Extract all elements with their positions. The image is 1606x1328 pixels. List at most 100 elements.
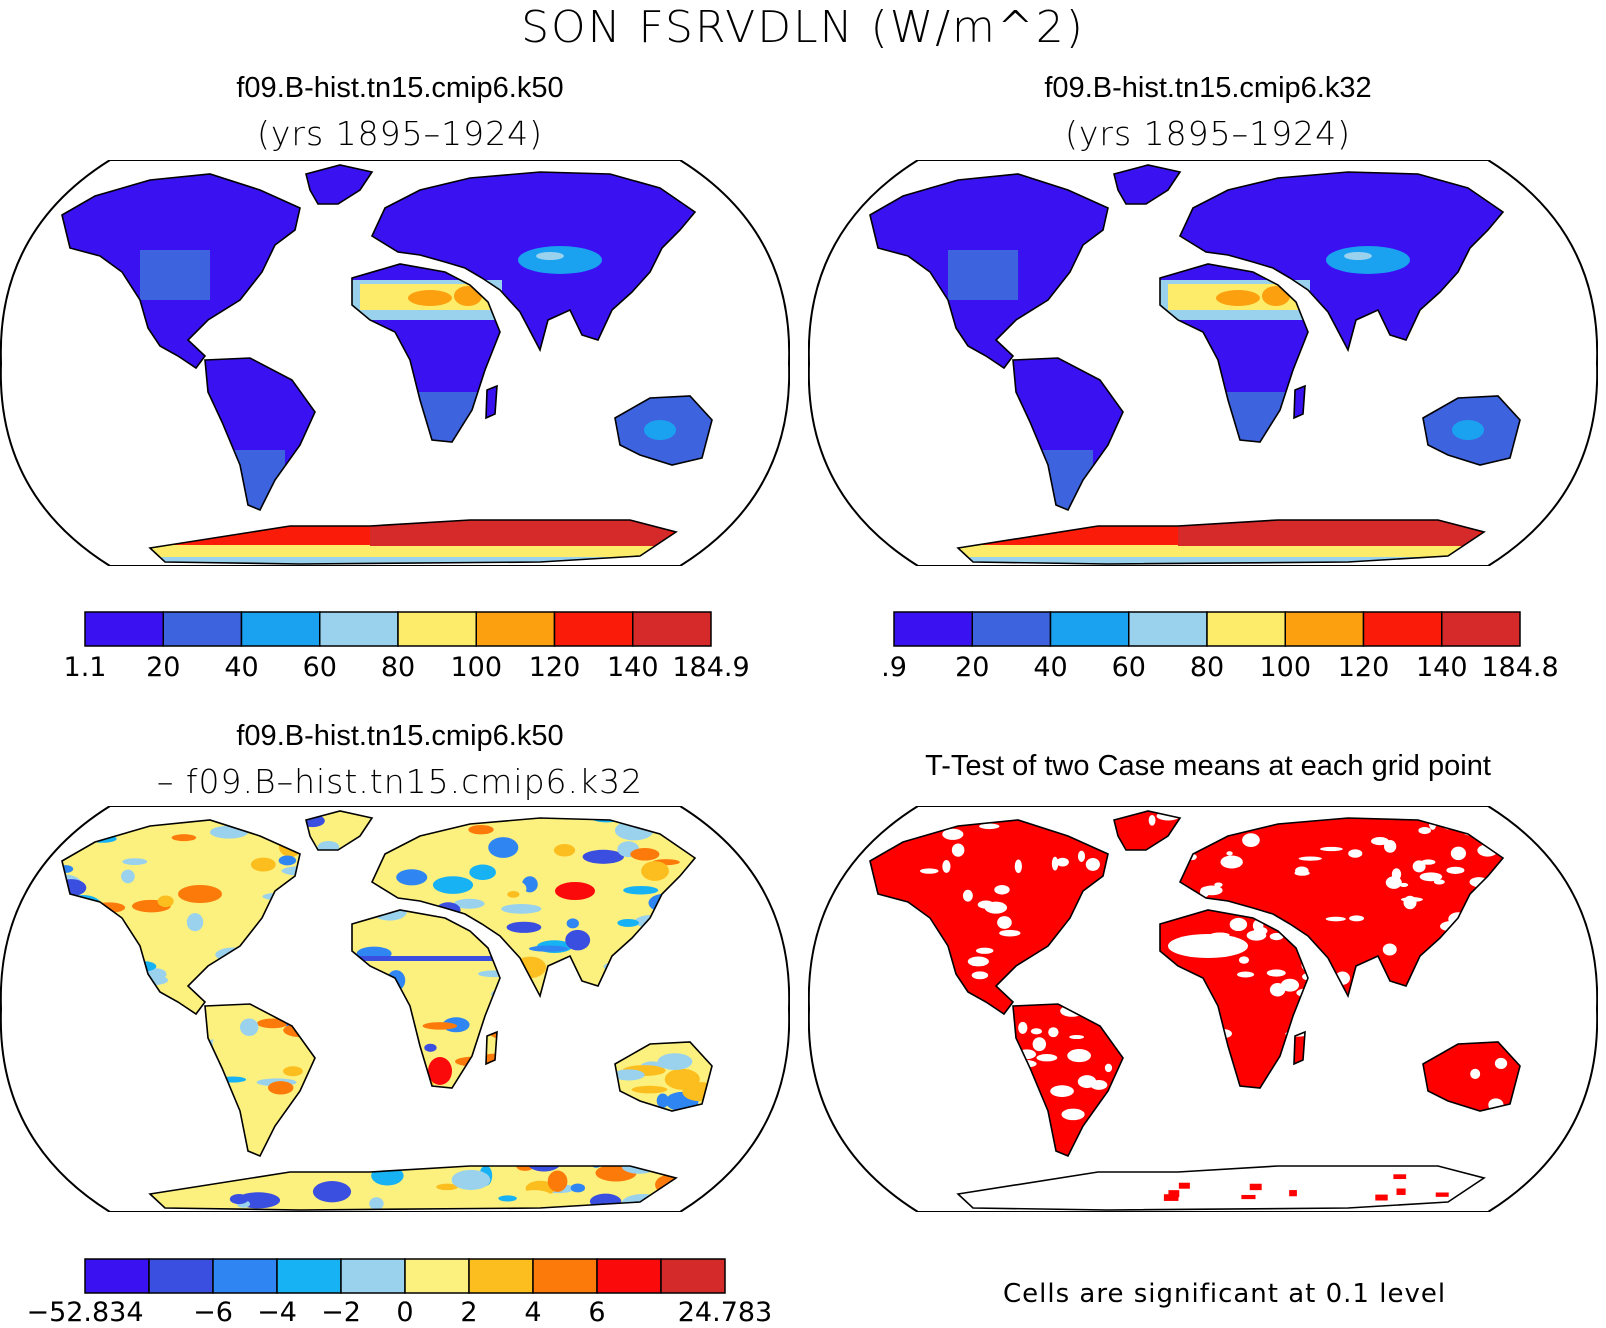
antarctic-sig-cell	[1393, 1174, 1407, 1180]
white-cell	[1320, 846, 1343, 852]
white-cell	[1110, 1113, 1133, 1119]
zone-tibet	[1326, 246, 1410, 274]
white-cell	[984, 901, 1008, 914]
white-cell	[967, 956, 989, 967]
colorbar-tick-label: 40	[1033, 652, 1068, 683]
zone-arabia	[1262, 286, 1290, 306]
anomaly-blob	[483, 878, 527, 899]
anomaly-blob	[139, 1096, 162, 1112]
anomaly-blob	[307, 1116, 340, 1134]
anomaly-blob	[527, 1154, 561, 1172]
anomaly-blob	[458, 1150, 476, 1164]
white-cell	[1450, 846, 1467, 861]
zone-patagonia	[1033, 450, 1093, 510]
anomaly-blob	[698, 1151, 712, 1173]
white-cell	[1150, 848, 1161, 853]
anomaly-blob	[627, 1126, 666, 1145]
white-cell	[1013, 1098, 1029, 1113]
anomaly-blob	[262, 892, 295, 901]
white-cell	[979, 823, 1000, 830]
colorbar-box-2	[1049, 611, 1130, 647]
anomaly-blob	[336, 873, 370, 888]
white-cell	[1326, 1090, 1338, 1096]
white-cell	[1532, 1140, 1554, 1145]
land-madagascar	[1294, 386, 1305, 418]
white-cell	[1520, 1053, 1543, 1062]
anomaly-blob	[177, 1055, 208, 1069]
coast-eurasia	[1178, 817, 1505, 999]
anomaly-blob	[246, 1042, 277, 1059]
white-cell	[1318, 1050, 1329, 1060]
anomaly-blob	[582, 849, 624, 864]
white-cell	[1061, 1108, 1085, 1121]
anomaly-blob	[192, 1069, 218, 1077]
white-cell	[853, 898, 862, 910]
white-cell	[1035, 996, 1044, 1006]
coast-namerica	[61, 819, 301, 1016]
colorbar-box-6	[553, 611, 634, 647]
coast-australia	[614, 395, 713, 466]
white-cell	[1296, 988, 1319, 998]
coastlines	[869, 164, 1521, 565]
anomaly-blob	[590, 1134, 604, 1145]
coast-antarctica	[148, 1165, 678, 1211]
anomaly-blob	[62, 897, 81, 916]
anomaly-blob	[62, 893, 68, 915]
anomaly-blob	[281, 866, 321, 876]
land-layer	[62, 165, 712, 564]
map-case2	[808, 160, 1598, 566]
white-cell	[875, 1033, 883, 1047]
antarctic-sig-cell	[1163, 1194, 1179, 1201]
anomaly-blob	[369, 1197, 384, 1210]
colorbar-box-1	[162, 611, 243, 647]
colorbar-box-2	[240, 611, 321, 647]
white-cell	[1470, 1068, 1481, 1080]
anomaly-blob	[372, 902, 408, 921]
anomaly-na-max	[178, 885, 222, 903]
white-cell	[1069, 1034, 1085, 1040]
white-cell	[1095, 1123, 1114, 1134]
anomaly-blob	[435, 902, 461, 919]
colorbar-tick-label: 20	[955, 652, 990, 683]
colorbar-tick-label: 60	[302, 652, 337, 683]
anomaly-blob	[330, 886, 362, 902]
anomaly-blob	[283, 1066, 303, 1077]
zone-tibet	[518, 246, 602, 274]
anomaly-blob	[98, 1090, 133, 1107]
white-cell	[1083, 913, 1095, 920]
white-cell	[1077, 1075, 1097, 1089]
white-cell	[1218, 1131, 1237, 1138]
anomaly-blob	[470, 1101, 484, 1121]
coast-samerica	[204, 1003, 316, 1158]
colorbar-tick-label: −2	[321, 1297, 361, 1328]
white-cell	[1451, 819, 1468, 830]
land-madagascar	[486, 386, 497, 418]
white-cell	[1077, 850, 1086, 862]
anomaly-blob	[229, 1193, 249, 1205]
anomaly-blob	[312, 1181, 352, 1203]
white-cell	[1477, 844, 1498, 857]
anomaly-blob	[29, 1170, 50, 1179]
anomaly-blob	[516, 1098, 548, 1106]
white-cell	[942, 860, 951, 873]
white-cell	[1318, 991, 1336, 1002]
white-cell	[1295, 866, 1309, 875]
anomaly-blob	[267, 1081, 294, 1095]
colorbar-tick-label: 24.783	[677, 1297, 773, 1328]
anomaly-blob	[657, 1053, 693, 1071]
significance-note: Cells are significant at 0.1 level	[1003, 1279, 1447, 1309]
white-cell	[996, 1043, 1007, 1049]
white-cell	[1151, 881, 1162, 894]
white-cell	[1184, 898, 1204, 911]
white-cell	[1168, 910, 1182, 915]
anomaly-blob	[634, 915, 669, 928]
anomaly-blob	[302, 1005, 319, 1013]
white-cell	[1226, 851, 1233, 856]
colorbar-tick-label: 140	[606, 652, 659, 683]
white-cell	[973, 1151, 988, 1159]
anomaly-blob	[278, 855, 297, 866]
anomaly-blob	[524, 1015, 552, 1035]
map-case1	[0, 160, 790, 566]
anomaly-blob	[246, 965, 266, 972]
land-greenland	[1114, 165, 1180, 204]
